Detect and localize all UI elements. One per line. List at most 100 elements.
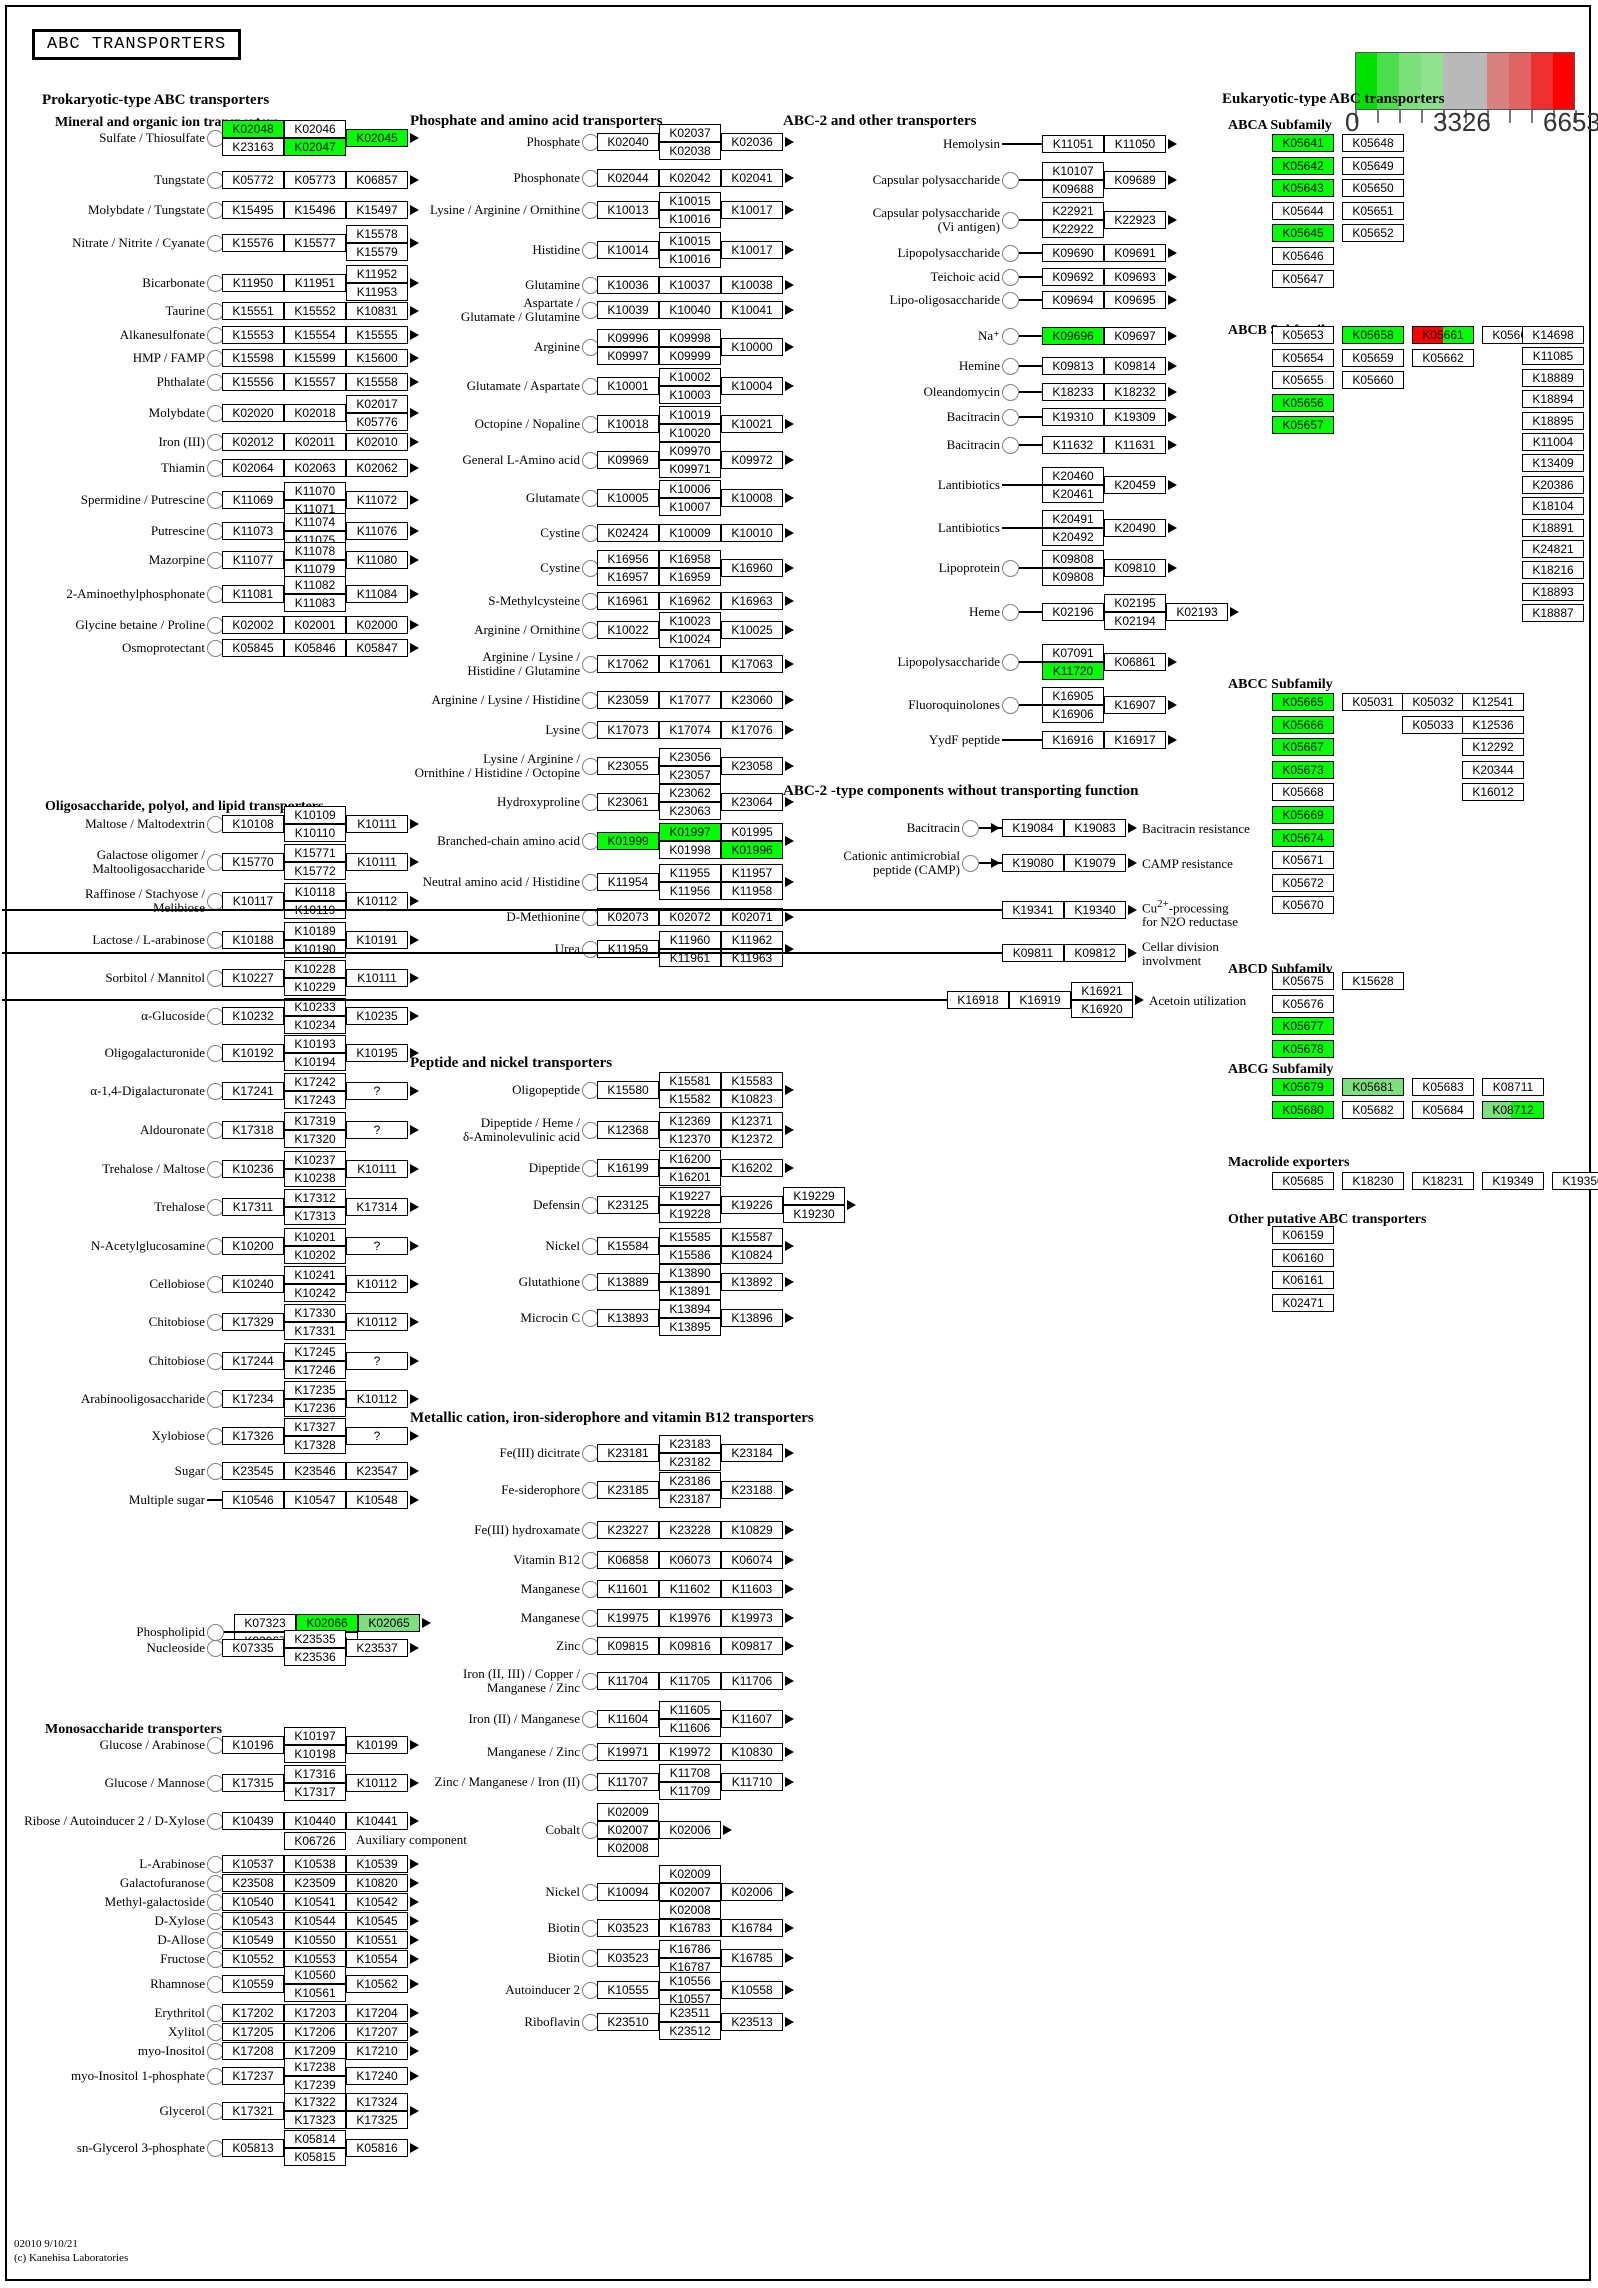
k-number-box[interactable]: K23060 (721, 691, 783, 709)
k-number-box[interactable]: K11083 (284, 594, 346, 612)
k-number-box[interactable]: K15599 (284, 349, 346, 367)
k-number-box[interactable]: K09694 (1042, 291, 1104, 309)
k-number-box[interactable]: K23546 (284, 1462, 346, 1480)
k-number-box[interactable]: K17207 (346, 2023, 408, 2041)
k-number-box[interactable]: K07335 (222, 1639, 284, 1657)
k-number-box[interactable]: K13890 (659, 1264, 721, 1282)
k-number-box[interactable]: K23057 (659, 766, 721, 784)
k-number-box[interactable]: K01996 (721, 841, 783, 859)
k-number-box[interactable]: K11954 (597, 873, 659, 891)
k-number-box[interactable]: K17314 (346, 1198, 408, 1216)
k-number-box[interactable]: K23511 (659, 2004, 721, 2022)
abcb-k-box[interactable]: K05659 (1342, 348, 1404, 367)
k-number-box[interactable]: K17074 (659, 721, 721, 739)
k-number-box[interactable]: K10008 (721, 489, 783, 507)
k-number-box[interactable]: K02046 (284, 120, 346, 138)
abcd-k-box[interactable]: K15628 (1342, 972, 1404, 990)
k-number-box[interactable]: K07091 (1042, 644, 1104, 662)
k-number-box[interactable]: K11605 (659, 1701, 721, 1719)
k-number-box[interactable]: K10199 (346, 1736, 408, 1754)
k-number-box[interactable]: K10543 (222, 1912, 284, 1930)
k-number-box[interactable]: K20461 (1042, 485, 1104, 503)
k-number-box[interactable]: K17329 (222, 1313, 284, 1331)
k-number-box[interactable]: K10547 (284, 1491, 346, 1509)
k-number-box[interactable]: K18233 (1042, 383, 1104, 401)
abcb-k-box[interactable]: K18104 (1522, 497, 1584, 516)
k-number-box[interactable]: K17204 (346, 2004, 408, 2022)
k-number-box[interactable]: K10551 (346, 1931, 408, 1949)
k-number-box[interactable]: K02066 (296, 1614, 358, 1632)
k-number-box[interactable]: K13889 (597, 1273, 659, 1291)
k-number-box[interactable]: K05776 (346, 413, 408, 431)
abcb-k-box[interactable]: K11004 (1522, 433, 1584, 451)
k-number-box[interactable]: K19227 (659, 1187, 721, 1205)
k-number-box[interactable]: K23183 (659, 1435, 721, 1453)
k-number-box[interactable]: K11607 (721, 1710, 783, 1728)
k-number-box[interactable]: K02010 (346, 433, 408, 451)
k-number-box[interactable]: K02071 (721, 908, 783, 926)
k-number-box[interactable]: K10202 (284, 1246, 346, 1264)
k-number-box[interactable]: K02009 (659, 1865, 721, 1883)
abcb-k-box[interactable]: K11085 (1522, 347, 1584, 366)
k-number-box[interactable]: K02006 (721, 1883, 783, 1901)
abcd-k-box[interactable]: K05676 (1272, 994, 1334, 1013)
abcc-k-box[interactable]: K05672 (1272, 873, 1334, 892)
k-number-box[interactable]: K09689 (1104, 171, 1166, 189)
k-number-box[interactable]: K15558 (346, 373, 408, 391)
k-number-box[interactable]: K15495 (222, 201, 284, 219)
k-number-box[interactable]: K10017 (721, 201, 783, 219)
k-number-box[interactable]: K19080 (1002, 854, 1064, 872)
k-number-box[interactable]: K11050 (1104, 135, 1166, 153)
abca-k-box[interactable]: K05650 (1342, 179, 1404, 198)
k-number-box[interactable]: K10110 (284, 824, 346, 842)
k-number-box[interactable]: K17241 (222, 1082, 284, 1100)
substrate-node[interactable] (1002, 211, 1019, 229)
k-number-box[interactable]: K02007 (597, 1821, 659, 1839)
k-number-box[interactable]: K23056 (659, 748, 721, 766)
k-number-box[interactable]: K10235 (346, 1007, 408, 1025)
k-number-box[interactable]: K06861 (1104, 653, 1166, 671)
abcc-k-box[interactable]: K05670 (1272, 896, 1334, 915)
k-number-box[interactable]: K10197 (284, 1727, 346, 1745)
k-number-box[interactable]: K17330 (284, 1304, 346, 1322)
k-number-box[interactable]: K09969 (597, 451, 659, 469)
k-number-box[interactable]: K06857 (346, 171, 408, 189)
k-number-box[interactable]: K02040 (597, 133, 659, 151)
abcg-k-box[interactable]: K05681 (1342, 1078, 1404, 1096)
k-number-box[interactable]: K11069 (222, 491, 284, 509)
k-number-box[interactable]: K23537 (346, 1639, 408, 1657)
substrate-node[interactable] (1002, 357, 1019, 375)
abcc-k-box[interactable]: K20344 (1462, 760, 1524, 779)
k-number-box[interactable]: K11951 (284, 274, 346, 292)
k-number-box[interactable]: K09972 (721, 451, 783, 469)
k-number-box[interactable]: K10006 (659, 480, 721, 498)
k-number-box[interactable]: K19971 (597, 1743, 659, 1761)
k-number-box[interactable]: K10546 (222, 1491, 284, 1509)
k-number-box[interactable]: K10200 (222, 1237, 284, 1255)
k-number-box[interactable]: K23055 (597, 757, 659, 775)
k-number-box[interactable]: K23188 (721, 1481, 783, 1499)
abcg-k-box[interactable]: K08712 (1482, 1100, 1544, 1119)
k-number-box[interactable]: K13895 (659, 1318, 721, 1336)
k-number-box[interactable]: K16959 (659, 568, 721, 586)
k-number-box[interactable]: K15586 (659, 1246, 721, 1264)
other-putative-k-box[interactable]: K02471 (1272, 1293, 1334, 1312)
abcc-k-box[interactable]: K05666 (1272, 715, 1334, 734)
k-number-box[interactable]: K17062 (597, 655, 659, 673)
k-number-box[interactable]: K17326 (222, 1427, 284, 1445)
k-number-box[interactable]: K15552 (284, 302, 346, 320)
k-number-box[interactable]: K06073 (659, 1551, 721, 1569)
k-number-box[interactable]: K10018 (597, 415, 659, 433)
abcg-k-box[interactable]: K05680 (1272, 1100, 1334, 1119)
k-number-box[interactable]: K02020 (222, 404, 284, 422)
k-number-box[interactable]: K19079 (1064, 854, 1126, 872)
k-number-box[interactable]: K02009 (597, 1803, 659, 1821)
k-number-box[interactable]: K17235 (284, 1381, 346, 1399)
k-number-box[interactable]: K11081 (222, 585, 284, 603)
k-number-box[interactable]: K10023 (659, 612, 721, 630)
k-number-box[interactable]: K09815 (597, 1637, 659, 1655)
k-number-box[interactable]: K17327 (284, 1418, 346, 1436)
k-number-box[interactable]: K10194 (284, 1053, 346, 1071)
k-number-box[interactable]: K10561 (284, 1984, 346, 2002)
k-number-box[interactable]: K10017 (721, 241, 783, 259)
